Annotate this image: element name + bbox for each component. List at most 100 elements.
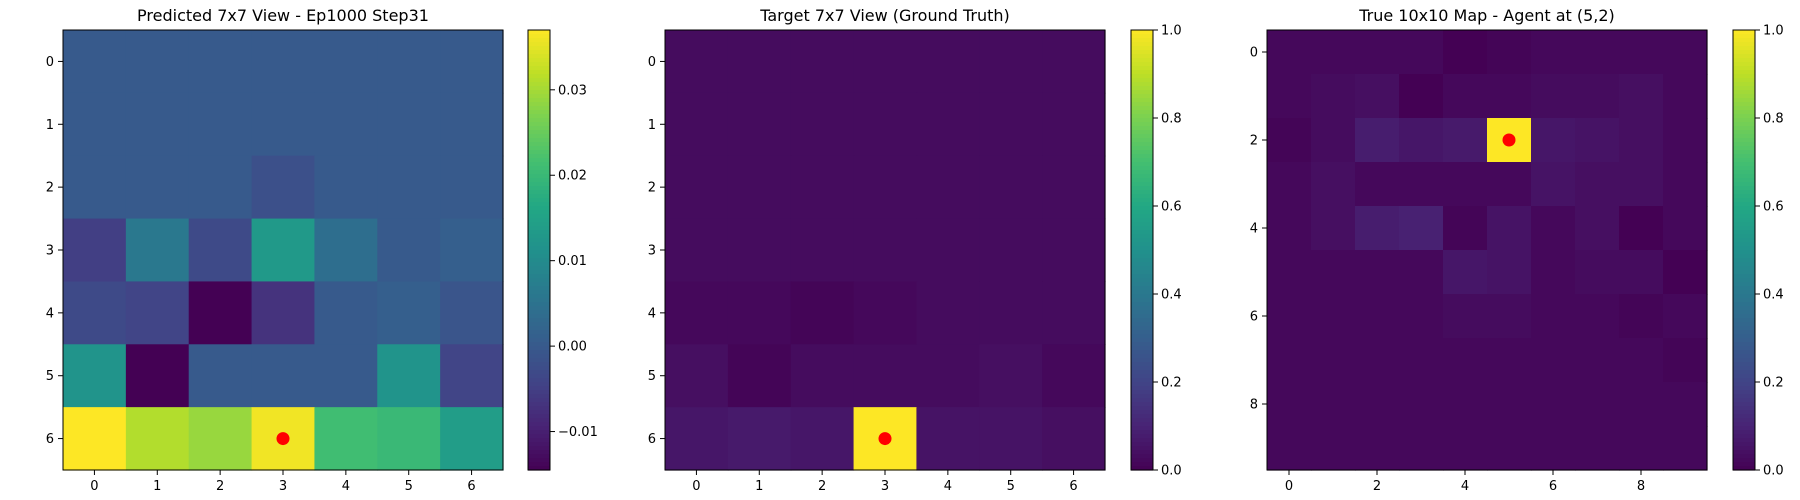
heatmap-cell xyxy=(125,281,190,345)
colorbar-segment xyxy=(528,414,550,419)
colorbar-segment xyxy=(528,298,550,303)
colorbar-segment xyxy=(528,158,550,163)
colorbar-segment xyxy=(1733,266,1755,271)
x-tick-label: 1 xyxy=(755,479,763,494)
colorbar-segment xyxy=(1733,250,1755,255)
heatmap-cell xyxy=(1399,426,1444,471)
colorbar-segment xyxy=(1733,202,1755,207)
colorbar-segment xyxy=(1131,346,1153,351)
colorbar-segment xyxy=(1131,222,1153,227)
heatmap-cell xyxy=(377,344,441,408)
heatmap-cell xyxy=(1355,250,1400,295)
colorbar-segment xyxy=(1131,138,1153,143)
heatmap-cell xyxy=(1575,74,1620,119)
colorbar-segment xyxy=(1131,370,1153,375)
x-tick-label: 3 xyxy=(881,479,889,494)
colorbar-tick-label: 1.0 xyxy=(1763,24,1784,39)
colorbar-segment xyxy=(1131,354,1153,359)
colorbar-segment xyxy=(1131,438,1153,443)
colorbar-segment xyxy=(1131,238,1153,243)
heatmap-cell xyxy=(1042,281,1106,345)
colorbar-segment xyxy=(1131,402,1153,407)
colorbar-segment xyxy=(1131,342,1153,347)
heatmap-cell xyxy=(665,407,729,471)
heatmap-cell xyxy=(63,407,127,471)
heatmap-cell xyxy=(1487,162,1532,207)
colorbar-segment xyxy=(528,34,550,39)
colorbar-tick-label: 0.6 xyxy=(1763,200,1784,215)
colorbar-segment xyxy=(528,38,550,43)
heatmap-cell xyxy=(1443,74,1488,119)
heatmap-cell xyxy=(188,30,253,94)
colorbar-segment xyxy=(528,114,550,119)
x-tick-label: 1 xyxy=(153,479,161,494)
colorbar-segment xyxy=(1733,434,1755,439)
heatmap-cell xyxy=(251,344,316,408)
colorbar-segment xyxy=(528,330,550,335)
heatmap-cell xyxy=(916,92,980,157)
heatmap-cell xyxy=(188,344,253,408)
colorbar-segment xyxy=(1131,418,1153,423)
heatmap-cell xyxy=(853,218,918,283)
x-tick-label: 4 xyxy=(342,479,350,494)
colorbar-segment xyxy=(1131,366,1153,371)
colorbar-segment xyxy=(1131,458,1153,463)
heatmap-cell xyxy=(1267,30,1312,75)
colorbar-segment xyxy=(1733,306,1755,311)
colorbar-segment xyxy=(1131,210,1153,215)
heatmap-cell xyxy=(1355,118,1400,163)
colorbar-segment xyxy=(1131,446,1153,451)
colorbar-segment xyxy=(528,102,550,107)
heatmap-cell xyxy=(125,92,190,157)
colorbar-segment xyxy=(1733,382,1755,387)
colorbar-tick-label: 0.2 xyxy=(1161,376,1182,391)
agent-marker xyxy=(276,432,290,446)
colorbar-tick-label: −0.01 xyxy=(558,425,598,440)
agent-marker xyxy=(1502,133,1516,147)
colorbar-segment xyxy=(528,214,550,219)
colorbar-segment xyxy=(528,426,550,431)
colorbar-segment xyxy=(1733,386,1755,391)
colorbar-segment xyxy=(1131,286,1153,291)
heatmap-cell xyxy=(979,92,1043,157)
colorbar-segment xyxy=(1131,330,1153,335)
colorbar-segment xyxy=(528,354,550,359)
colorbar-tick-label: 0.01 xyxy=(558,254,587,269)
colorbar-segment xyxy=(528,338,550,343)
colorbar-segment xyxy=(1131,406,1153,411)
colorbar-segment xyxy=(528,106,550,111)
heatmap-cell xyxy=(188,92,253,157)
y-tick-label: 1 xyxy=(648,118,656,133)
colorbar-segment xyxy=(1131,398,1153,403)
colorbar-segment xyxy=(1131,310,1153,315)
colorbar-tick-label: 0.8 xyxy=(1763,112,1784,127)
heatmap-cell xyxy=(979,344,1043,408)
colorbar-segment xyxy=(1733,374,1755,379)
colorbar-segment xyxy=(1131,314,1153,319)
colorbar-segment xyxy=(1733,118,1755,123)
colorbar-segment xyxy=(1131,130,1153,135)
heatmap-cell xyxy=(1267,250,1312,295)
heatmap-cell xyxy=(1531,74,1576,119)
heatmap-cell xyxy=(1355,206,1400,251)
heatmap-cell xyxy=(1575,338,1620,383)
heatmap-cell xyxy=(1399,294,1444,339)
colorbar-segment xyxy=(1733,50,1755,55)
colorbar-segment xyxy=(1733,394,1755,399)
heatmap-cell xyxy=(1575,162,1620,207)
colorbar-segment xyxy=(1131,150,1153,155)
colorbar-segment xyxy=(1131,114,1153,119)
colorbar-segment xyxy=(528,286,550,291)
colorbar-segment xyxy=(1733,58,1755,63)
colorbar-segment xyxy=(1733,390,1755,395)
colorbar-segment xyxy=(528,266,550,271)
heatmap-cell xyxy=(1267,382,1312,427)
colorbar-segment xyxy=(528,466,550,471)
colorbar-segment xyxy=(1733,426,1755,431)
colorbar-segment xyxy=(1131,422,1153,427)
colorbar-segment xyxy=(1131,158,1153,163)
colorbar-segment xyxy=(1131,274,1153,279)
heatmap-cell xyxy=(1267,338,1312,383)
colorbar-segment xyxy=(1131,246,1153,251)
colorbar-tick-label: 0.6 xyxy=(1161,200,1182,215)
